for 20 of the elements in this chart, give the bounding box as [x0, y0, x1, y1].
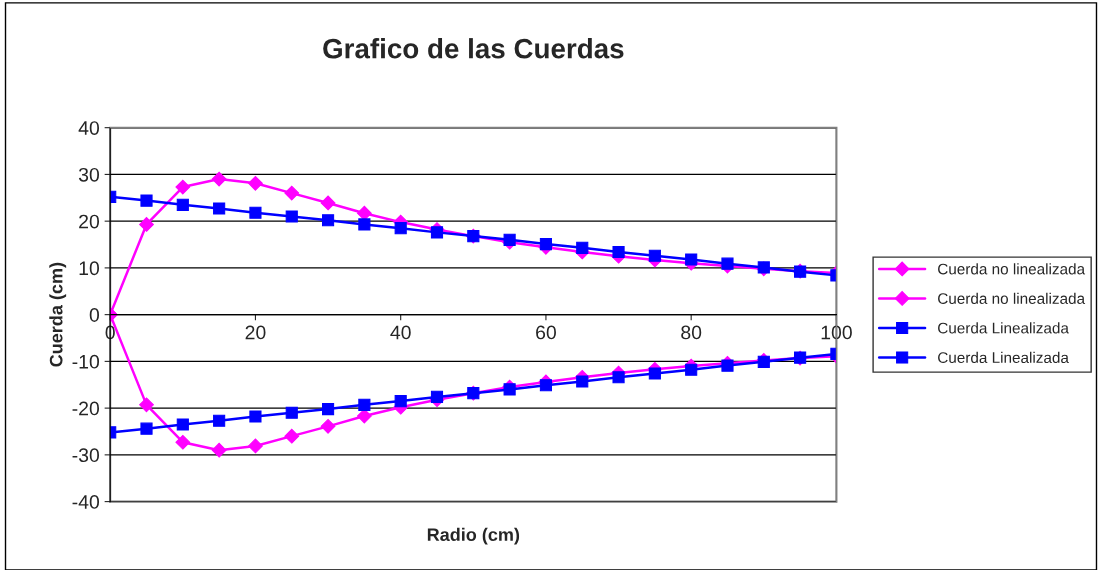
- y-tick-label: 30: [78, 167, 100, 182]
- legend-label: Cuerda no linealizada: [938, 263, 1086, 275]
- y-tick-label: -20: [72, 401, 100, 416]
- y-tick-label: 0: [89, 308, 100, 322]
- x-tick-label: 80: [681, 325, 702, 340]
- y-tick-label: 20: [79, 214, 100, 229]
- y-tick-label: -30: [72, 448, 100, 463]
- legend-label: Cuerda Linealizada: [938, 351, 1069, 364]
- chart-title: Grafico de las Cuerdas: [323, 38, 624, 59]
- y-tick-label: -10: [72, 354, 100, 369]
- y-tick-label: 40: [78, 121, 100, 135]
- x-axis-title: Radio (cm): [427, 527, 520, 545]
- y-tick-label: 10: [79, 261, 100, 276]
- legend-label: Cuerda no linealizada: [938, 292, 1086, 304]
- x-tick-label: 20: [245, 325, 266, 340]
- y-axis-title: Cuerda (cm): [49, 262, 67, 367]
- x-tick-label: 60: [536, 325, 556, 340]
- legend-label: Cuerda Linealizada: [938, 322, 1069, 334]
- y-tick-label: -40: [72, 495, 100, 509]
- x-tick-label: 40: [390, 325, 411, 340]
